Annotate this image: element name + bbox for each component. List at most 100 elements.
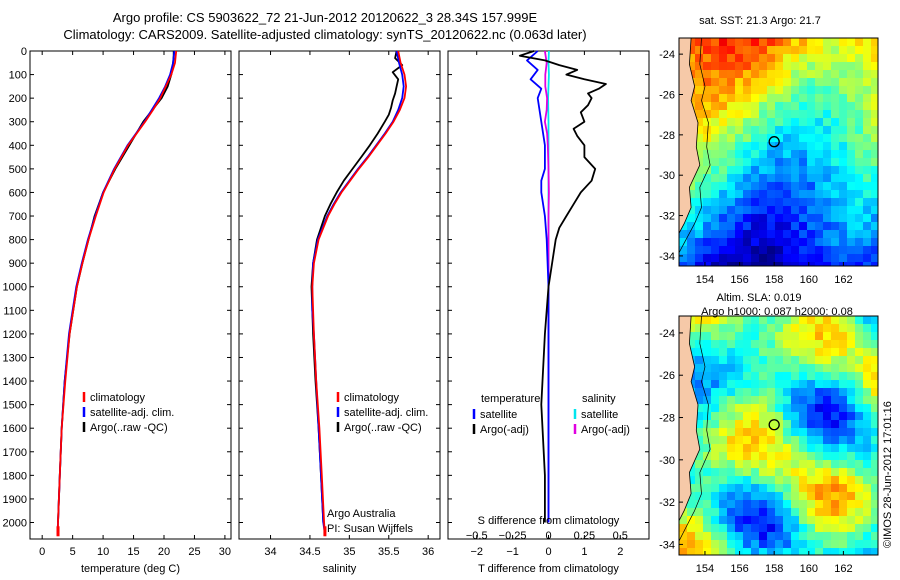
map-cell xyxy=(799,332,808,341)
map-cell xyxy=(863,262,872,266)
lon-tick-label: 154 xyxy=(696,563,714,575)
map-cell xyxy=(719,166,728,175)
map-cell xyxy=(871,460,878,469)
map-cell xyxy=(767,262,776,266)
map-cell xyxy=(735,404,744,413)
map-cell xyxy=(759,102,768,111)
map-cell xyxy=(871,86,878,95)
map-cell xyxy=(711,428,720,437)
map-cell xyxy=(855,508,864,517)
map-cell xyxy=(815,102,824,111)
map-cell xyxy=(703,468,712,477)
map-cell xyxy=(695,332,704,341)
map-cell xyxy=(775,356,784,365)
map-cell xyxy=(767,532,776,541)
map-cell xyxy=(863,340,872,349)
map-cell xyxy=(703,126,712,135)
map-cell xyxy=(799,54,808,63)
map-cell xyxy=(775,492,784,501)
map-cell xyxy=(791,262,800,266)
map-cell xyxy=(831,174,840,183)
map-cell xyxy=(783,420,792,429)
map-cell xyxy=(783,460,792,469)
map-cell xyxy=(815,126,824,135)
map-cell xyxy=(855,246,864,255)
map-cell xyxy=(799,94,808,103)
map-cell xyxy=(751,380,760,389)
map-cell xyxy=(727,126,736,135)
map-cell xyxy=(783,444,792,453)
map-cell xyxy=(751,38,760,47)
map-cell xyxy=(735,190,744,199)
map-cell xyxy=(727,404,736,413)
map-cell xyxy=(855,516,864,525)
lat-tick-label: -34 xyxy=(659,539,675,551)
map-cell xyxy=(767,174,776,183)
map-cell xyxy=(815,516,824,525)
map-cell xyxy=(743,468,752,477)
map-cell xyxy=(823,150,832,159)
map-cell xyxy=(719,198,728,207)
map-cell xyxy=(815,476,824,485)
map-cell xyxy=(783,110,792,119)
map-cell xyxy=(759,508,768,517)
map-cell xyxy=(855,524,864,533)
map-cell xyxy=(791,500,800,509)
map-cell xyxy=(815,412,824,421)
map-cell xyxy=(847,230,856,239)
map-cell xyxy=(751,94,760,103)
map-cell xyxy=(743,508,752,517)
map-cell xyxy=(863,532,872,541)
map-cell xyxy=(767,484,776,493)
map-cell xyxy=(743,38,752,47)
map-cell xyxy=(791,238,800,247)
map-cell xyxy=(751,452,760,461)
map-cell xyxy=(863,316,872,325)
map-cell xyxy=(703,348,712,357)
panel-salinity: 34 34.5 35 35.5 36 salinity climatology satelli… xyxy=(238,50,441,575)
map-cell xyxy=(775,404,784,413)
climatology-end-marker xyxy=(323,526,327,537)
map-cell xyxy=(807,548,816,555)
map-cell xyxy=(815,316,824,325)
lat-tick-label: -28 xyxy=(659,413,675,425)
map-cell xyxy=(863,524,872,533)
map-cell xyxy=(791,190,800,199)
map-cell xyxy=(727,70,736,79)
map-cell xyxy=(807,174,816,183)
map-cell xyxy=(831,86,840,95)
map-cell xyxy=(759,142,768,151)
map-cell xyxy=(695,460,704,469)
map-cell xyxy=(839,158,848,167)
map-cell xyxy=(695,94,704,103)
map-cell xyxy=(831,484,840,493)
map-cell xyxy=(815,364,824,373)
map-cell xyxy=(783,102,792,111)
map-cell xyxy=(711,316,720,325)
ytick-label: 600 xyxy=(9,187,27,199)
map-cell xyxy=(751,62,760,71)
map-cell xyxy=(743,548,752,555)
map-cell xyxy=(847,372,856,381)
xtick-label: 1 xyxy=(581,546,587,558)
map-cell xyxy=(767,540,776,549)
map-cell xyxy=(815,532,824,541)
map-cell xyxy=(823,460,832,469)
map-cell xyxy=(743,118,752,127)
map-cell xyxy=(775,174,784,183)
map-cell xyxy=(783,246,792,255)
map-cell xyxy=(839,508,848,517)
map-cell xyxy=(815,324,824,333)
map-cell xyxy=(751,500,760,509)
map-cell xyxy=(847,142,856,151)
map-cell xyxy=(711,412,720,421)
map-cell xyxy=(735,102,744,111)
s-tick-label: 0.5 xyxy=(613,530,628,542)
map-cell xyxy=(759,548,768,555)
map-cell xyxy=(783,508,792,517)
map-cell xyxy=(703,158,712,167)
map-cell xyxy=(831,548,840,555)
map-cell xyxy=(839,380,848,389)
map-cell xyxy=(863,254,872,263)
map-cell xyxy=(759,182,768,191)
